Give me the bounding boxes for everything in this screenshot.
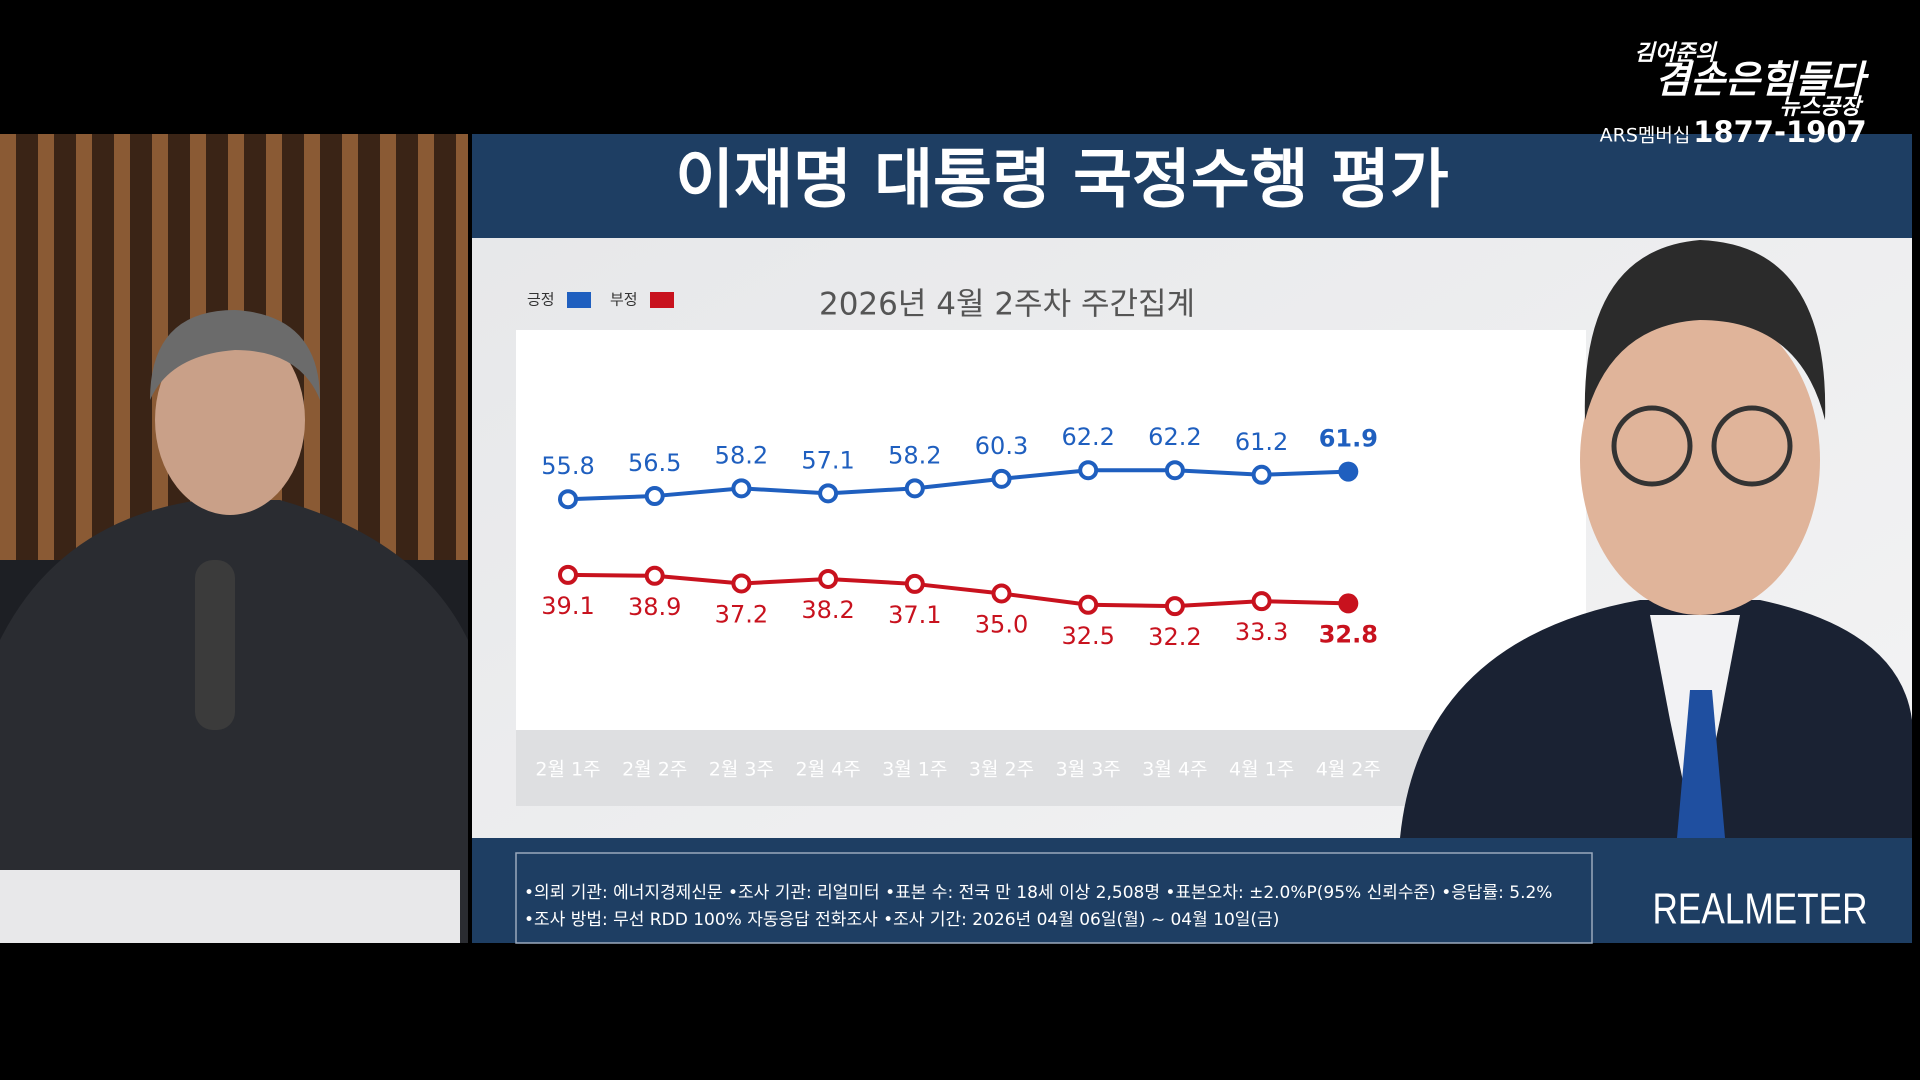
data-point [818, 483, 839, 504]
data-point [1078, 594, 1099, 615]
logo-text: 1877-1907 [1693, 115, 1866, 149]
data-label: 37.2 [715, 600, 768, 628]
data-point [731, 478, 752, 499]
x-tick-label: 3월 1주 [882, 759, 947, 781]
x-tick-label: 2월 1주 [535, 759, 600, 781]
series-line [567, 572, 1349, 609]
logo-text: 김어준의 [1635, 41, 1719, 66]
data-point [558, 564, 578, 585]
x-tick-label: 2월 2주 [622, 759, 687, 781]
data-label: 32.2 [1148, 623, 1201, 651]
logo-text: ARS멤버십 [1600, 125, 1691, 147]
data-label: 61.2 [1235, 428, 1288, 456]
plot-area [516, 330, 1586, 730]
data-point [1251, 591, 1272, 612]
data-label: 32.5 [1061, 622, 1114, 650]
data-point [1164, 460, 1185, 481]
x-tick-label: 2월 3주 [709, 759, 774, 781]
logo-text: 뉴스공장 [1780, 95, 1865, 120]
series-line [567, 468, 1349, 502]
legend-swatch [567, 292, 591, 308]
data-label: 35.0 [975, 610, 1028, 638]
x-tick-label: 4월 2주 [1316, 759, 1381, 781]
data-point [904, 573, 925, 594]
data-point [558, 489, 578, 510]
chart-subtitle: 2026년 4월 2주차 주간집계 [819, 287, 1195, 323]
chart-title: 이재명 대통령 국정수행 평가 [675, 144, 1448, 218]
x-tick-label: 3월 4주 [1142, 759, 1207, 781]
footer-bar [472, 838, 1912, 943]
data-label: 60.3 [975, 432, 1028, 460]
data-point [904, 478, 925, 499]
data-label: 55.8 [541, 452, 594, 480]
data-label: 57.1 [801, 446, 854, 474]
data-point [818, 568, 839, 589]
data-label: 58.2 [888, 441, 941, 469]
data-label: 58.2 [715, 441, 768, 469]
data-label: 56.5 [628, 449, 681, 477]
portrait [1400, 240, 1912, 838]
logo-text: 겸손은힘들다 [1655, 58, 1870, 102]
data-label: 38.9 [628, 593, 681, 621]
data-point [991, 583, 1012, 604]
camera-view [0, 134, 468, 943]
data-label: 32.8 [1319, 620, 1378, 648]
x-tick-label: 4월 1주 [1229, 759, 1294, 781]
data-point [1251, 464, 1272, 485]
data-point [1078, 460, 1099, 481]
footer-note: •조사 방법: 무선 RDD 100% 자동응답 전화조사 •조사 기간: 20… [524, 910, 1279, 930]
data-label: 62.2 [1061, 423, 1114, 451]
footer-note: •의뢰 기관: 에너지경제신문 •조사 기관: 리얼미터 •표본 수: 전국 만… [524, 883, 1552, 903]
title-bar [472, 134, 1912, 238]
brand: REALMETER [1652, 885, 1867, 934]
data-point [1338, 461, 1359, 482]
data-point [991, 468, 1012, 489]
data-label: 39.1 [541, 592, 594, 620]
x-tick-label: 3월 2주 [969, 759, 1034, 781]
x-tick-label: 2월 4주 [796, 759, 861, 781]
data-point [731, 573, 752, 594]
legend-label: 긍정 [527, 291, 555, 309]
data-point [1164, 596, 1185, 617]
show-logo: 김어준의 겸손은힘들다 뉴스공장 ARS멤버십 1877-1907 [1600, 41, 1870, 149]
data-point [644, 486, 665, 507]
data-label: 38.2 [801, 596, 854, 624]
data-point [1338, 593, 1359, 614]
legend-swatch [650, 292, 674, 308]
x-tick-label: 3월 3주 [1056, 759, 1121, 781]
data-point [644, 565, 665, 586]
footer-box [515, 852, 1593, 944]
data-label: 37.1 [888, 601, 941, 629]
legend-label: 부정 [610, 291, 638, 309]
data-label: 33.3 [1235, 618, 1288, 646]
data-label: 61.9 [1319, 425, 1378, 453]
data-label: 62.2 [1148, 423, 1201, 451]
